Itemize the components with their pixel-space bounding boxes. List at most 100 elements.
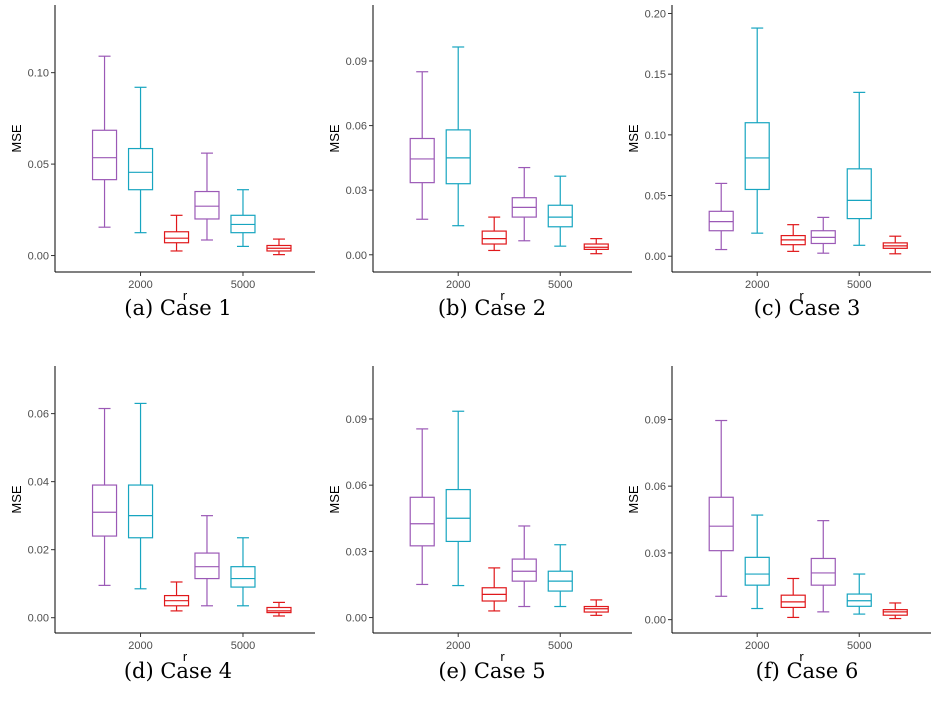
boxplot-box [231,190,255,247]
y-tick-label: 0.00 [346,613,367,625]
boxplot-box [446,47,470,226]
boxplot-box [446,411,470,585]
y-tick-label: 0.09 [346,56,367,68]
panel-caption: (d) Case 4 [124,659,232,683]
y-tick-label: 0.05 [28,159,49,171]
boxplot-box [847,92,871,245]
y-tick-label: 0.05 [645,191,666,203]
boxplot-box [781,225,805,252]
boxplot-box [410,72,434,219]
y-tick-label: 0.06 [645,481,666,493]
boxplot-box [267,602,291,616]
y-tick-label: 0.06 [346,480,367,492]
y-tick-label: 0.06 [346,121,367,133]
x-tick-label: 5000 [847,640,871,652]
y-tick-label: 0.09 [346,414,367,426]
iqr-box [195,553,219,579]
iqr-box [745,557,769,585]
boxplot-box [165,215,189,251]
y-tick-label: 0.03 [346,546,367,558]
boxplot-box [548,545,572,607]
boxplot-box [584,600,608,615]
x-tick-label: 5000 [847,279,871,291]
boxplot-box [129,403,153,588]
boxplot-box [482,568,506,611]
boxplot-box [781,578,805,617]
x-tick-label: 5000 [548,640,572,652]
y-tick-label: 0.00 [645,251,666,263]
y-tick-label: 0.09 [645,414,666,426]
y-tick-label: 0.03 [346,185,367,197]
iqr-box [129,485,153,538]
boxplot-box [129,87,153,232]
chart-panel-4: 0.000.020.040.062000 5000rMSE(d) Case 4 [9,366,315,683]
y-tick-label: 0.15 [645,69,666,81]
iqr-box [93,130,117,179]
y-tick-label: 0.10 [645,130,666,142]
boxplot-box [709,183,733,249]
x-tick-label: 2000 [745,279,769,291]
boxplot-box [267,239,291,255]
iqr-box [165,232,189,243]
iqr-box [231,567,255,587]
iqr-box [482,231,506,244]
boxplot-box [883,236,907,254]
y-axis-title: MSE [327,124,342,153]
iqr-box [129,149,153,190]
iqr-box [410,497,434,546]
iqr-box [512,559,536,581]
y-tick-label: 0.02 [28,545,49,557]
y-tick-label: 0.00 [28,613,49,625]
x-tick-label: 2000 [128,640,152,652]
y-tick-label: 0.00 [28,251,49,263]
panel-caption: (b) Case 2 [438,296,546,320]
boxplot-box [165,582,189,611]
boxplot-box [811,217,835,253]
boxplot-box [512,168,536,241]
boxplot-box [745,28,769,233]
iqr-box [267,607,291,612]
y-axis-title: MSE [9,485,24,514]
iqr-box [446,130,470,184]
y-tick-label: 0.20 [645,8,666,20]
chart-panel-2: 0.00 0.03 0.06 0.09 2000 5000 r MSE (b) Case 2 [327,5,632,320]
panel-caption: (f) Case 6 [756,659,859,683]
boxplot-box [548,176,572,246]
boxplot-box [195,516,219,606]
iqr-box [709,211,733,230]
chart-panel-5: 0.00 0.03 0.06 0.09 2000 5000 r MSE (e) Case 5 [327,366,632,683]
boxplot-box [883,603,907,619]
boxplot-box [231,538,255,606]
x-tick-label: 5000 [231,279,255,291]
x-tick-label: 5000 [231,640,255,652]
y-tick-label: 0.00 [645,615,666,627]
chart-panel-6: 0.00 0.03 0.06 0.09 2000 5000 r MSE (f) Case 6 [626,366,931,683]
y-tick-label: 0.06 [28,409,49,421]
panel-caption: (e) Case 5 [438,659,545,683]
panel-caption: (a) Case 1 [124,296,231,320]
boxplot-box [482,217,506,250]
boxplot-box [512,526,536,607]
y-axis-title: MSE [626,124,641,153]
x-tick-label: 2000 [745,640,769,652]
y-axis-title: MSE [9,124,24,153]
y-tick-label: 0.10 [28,68,49,80]
panel-caption: (c) Case 3 [754,296,861,320]
boxplot-box [93,56,117,227]
y-tick-label: 0.00 [346,250,367,262]
iqr-box [410,139,434,183]
y-tick-label: 0.03 [645,548,666,560]
iqr-box [195,192,219,219]
boxplot-box [584,239,608,254]
iqr-box [745,123,769,190]
chart-panel-1: 0.00 0.05 0.10 2000 5000 r MSE (a) Case 1 [9,5,315,320]
chart-panel-3: 0.00 0.05 0.10 0.15 0.20 2000 5000 r MSE (c) Case… [626,5,931,320]
iqr-box [709,497,733,550]
iqr-box [93,485,117,536]
boxplot-box [847,574,871,614]
x-tick-label: 5000 [548,279,572,291]
iqr-box [548,205,572,227]
boxplot-box [410,429,434,585]
x-tick-label: 2000 [446,640,470,652]
